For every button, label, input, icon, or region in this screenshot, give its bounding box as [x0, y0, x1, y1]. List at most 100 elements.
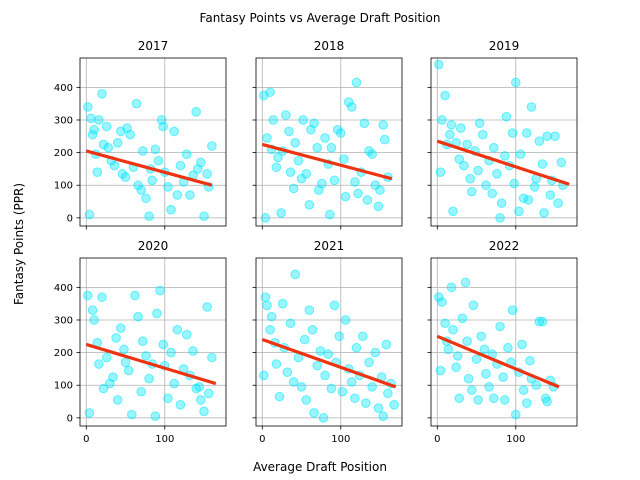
data-point [350, 177, 360, 187]
data-point [285, 318, 296, 329]
data-point [83, 290, 93, 301]
data-point [288, 183, 299, 194]
data-point [479, 344, 490, 355]
panel-2022: 2022 0 100 [427, 239, 578, 445]
data-point [84, 209, 95, 220]
axes-frame [79, 57, 227, 227]
data-point [367, 382, 377, 392]
panel-title: 2018 [314, 39, 345, 53]
data-point [150, 411, 161, 422]
data-point [133, 180, 143, 191]
data-point [488, 142, 499, 153]
data-point [478, 129, 488, 140]
data-point [350, 393, 360, 404]
data-point [89, 124, 99, 135]
data-point [98, 139, 109, 150]
data-point [136, 185, 147, 195]
panel-2018: 2018 [252, 39, 403, 230]
data-point [351, 77, 362, 88]
data-point [510, 77, 521, 88]
panel-title: 2022 [489, 239, 520, 253]
y-axis-title: Fantasy Points (PPR) [12, 183, 26, 305]
data-point [488, 393, 499, 404]
data-point [373, 201, 384, 212]
data-point [315, 346, 326, 356]
data-point [301, 169, 312, 179]
y-tick-label: 400 [54, 283, 73, 294]
data-point [340, 191, 351, 202]
data-point [125, 129, 136, 140]
data-point [456, 123, 466, 133]
data-point [389, 399, 399, 410]
data-point [202, 302, 212, 312]
data-point [454, 393, 465, 404]
data-point [281, 110, 291, 120]
data-point [465, 173, 476, 184]
data-point [357, 331, 368, 342]
data-point [101, 121, 112, 132]
data-point [265, 87, 275, 98]
data-point [103, 142, 114, 153]
data-point [274, 391, 285, 402]
x-tick-label: 0 [434, 434, 440, 445]
data-point [144, 211, 154, 222]
axes-frame [430, 257, 578, 427]
x-tick-label: 100 [331, 434, 350, 445]
data-point [203, 388, 214, 399]
data-point [101, 352, 112, 363]
panel-2017: 2017 0 100 200 300 400 [54, 39, 227, 230]
data-point [457, 313, 468, 324]
data-point [381, 339, 392, 350]
data-point [473, 165, 483, 176]
data-point [463, 373, 474, 384]
data-point [262, 300, 272, 311]
data-point [467, 186, 477, 197]
panel-2020: 2020 0 100 0 100 200 300 400 [54, 239, 227, 445]
data-point [163, 182, 173, 192]
data-point [553, 198, 563, 208]
data-point [448, 324, 458, 335]
data-point [89, 315, 99, 325]
data-point [523, 195, 534, 205]
data-point [517, 339, 527, 350]
trend-line [436, 334, 560, 389]
data-point [271, 162, 282, 173]
data-point [97, 292, 107, 302]
data-point [379, 134, 390, 145]
data-point [273, 152, 283, 163]
data-point [340, 315, 351, 325]
data-point [86, 113, 96, 124]
data-point [448, 206, 458, 217]
data-point [181, 149, 192, 160]
data-point [437, 115, 447, 125]
data-point [175, 160, 186, 171]
data-point [147, 175, 158, 186]
data-point [172, 190, 183, 200]
data-point [169, 378, 179, 389]
panel-2019: 2019 [427, 39, 578, 230]
data-point [97, 89, 107, 99]
axes-frame [430, 57, 578, 227]
y-tick-label: 100 [54, 381, 73, 392]
data-point [435, 365, 446, 376]
data-point [484, 382, 494, 392]
trend-line [261, 142, 393, 181]
panel-title: 2020 [138, 239, 169, 253]
data-point [476, 331, 487, 342]
data-point [459, 160, 469, 171]
data-point [378, 411, 388, 422]
data-point [507, 128, 518, 138]
data-point [337, 386, 348, 397]
trend-line [261, 338, 397, 389]
data-point [150, 144, 161, 155]
data-point [141, 351, 151, 361]
data-point [507, 305, 518, 315]
data-point [367, 149, 377, 160]
data-point [443, 344, 454, 355]
data-point [492, 169, 502, 179]
panel-title: 2021 [314, 239, 345, 253]
data-point [94, 359, 104, 369]
x-tick-label: 100 [155, 434, 174, 445]
data-point [169, 126, 179, 137]
y-tick-label: 100 [54, 181, 73, 192]
